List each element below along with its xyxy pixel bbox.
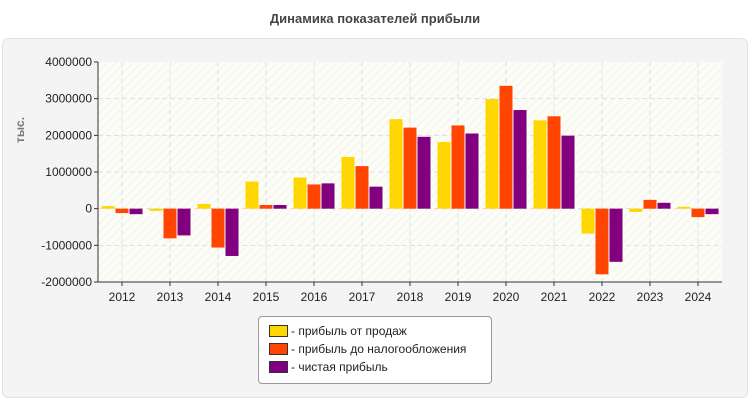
- bar-2017-series-2: [355, 166, 369, 209]
- bar-2012-series-1: [101, 206, 115, 209]
- x-tick-label: 2017: [349, 290, 376, 304]
- bar-2017-series-1: [341, 156, 355, 209]
- y-tick-label: 1000000: [45, 165, 92, 179]
- bar-2024-series-2: [691, 208, 705, 218]
- bar-2022-series-1: [581, 208, 595, 234]
- bar-2014-series-1: [197, 203, 211, 209]
- x-tick-label: 2019: [445, 290, 472, 304]
- bar-2019-series-2: [451, 125, 465, 209]
- legend-label: - прибыль от продаж: [291, 324, 407, 338]
- bar-2016-series-3: [321, 183, 335, 209]
- bar-2015-series-3: [273, 205, 287, 209]
- y-tick-label: -1000000: [41, 238, 92, 252]
- y-tick-label: 4000000: [45, 55, 92, 69]
- bar-2023-series-1: [629, 208, 643, 212]
- x-tick-label: 2021: [541, 290, 568, 304]
- y-tick-label: 0: [85, 202, 92, 216]
- x-tick-label: 2022: [589, 290, 616, 304]
- bar-2022-series-3: [609, 208, 623, 262]
- x-tick-label: 2013: [157, 290, 184, 304]
- legend: - прибыль от продаж - прибыль до налогоо…: [258, 316, 492, 384]
- bar-2018-series-3: [417, 136, 431, 209]
- bar-2019-series-1: [437, 141, 451, 209]
- bar-2015-series-2: [259, 205, 273, 209]
- chart-title: Динамика показателей прибыли: [269, 11, 481, 26]
- bar-2013-series-3: [177, 208, 191, 236]
- bar-2014-series-3: [225, 208, 239, 256]
- bar-2021-series-2: [547, 116, 561, 209]
- bar-2021-series-1: [533, 120, 547, 209]
- bar-2020-series-3: [513, 110, 527, 209]
- y-axis-label: тыс.: [13, 117, 27, 143]
- legend-item-pretax-profit: - прибыль до налогообложения: [269, 342, 466, 356]
- bar-2013-series-2: [163, 208, 177, 239]
- bar-2016-series-1: [293, 177, 307, 209]
- x-tick-label: 2016: [301, 290, 328, 304]
- bar-2012-series-3: [129, 208, 143, 215]
- legend-label: - прибыль до налогообложения: [291, 342, 467, 356]
- bar-2018-series-1: [389, 119, 403, 209]
- bar-2012-series-2: [115, 208, 129, 214]
- legend-item-net-profit: - чистая прибыль: [269, 360, 388, 374]
- bar-2022-series-2: [595, 208, 609, 275]
- bar-2023-series-2: [643, 199, 657, 209]
- bar-2015-series-1: [245, 181, 259, 209]
- bar-2024-series-1: [677, 206, 691, 209]
- x-tick-label: 2020: [493, 290, 520, 304]
- legend-swatch: [269, 325, 288, 337]
- bar-2023-series-3: [657, 202, 671, 209]
- legend-label: - чистая прибыль: [291, 360, 388, 374]
- bar-2017-series-3: [369, 186, 383, 209]
- x-tick-label: 2012: [109, 290, 136, 304]
- x-tick-label: 2015: [253, 290, 280, 304]
- x-tick-label: 2018: [397, 290, 424, 304]
- bar-2019-series-3: [465, 133, 479, 209]
- x-tick-label: 2024: [685, 290, 712, 304]
- legend-swatch: [269, 361, 288, 373]
- bar-2020-series-1: [485, 99, 499, 209]
- y-tick-label: 2000000: [45, 128, 92, 142]
- bar-2013-series-1: [149, 208, 163, 211]
- bar-2018-series-2: [403, 127, 417, 209]
- y-tick-label: -2000000: [41, 275, 92, 289]
- bar-2016-series-2: [307, 184, 321, 209]
- y-tick-label: 3000000: [45, 92, 92, 106]
- x-tick-label: 2023: [637, 290, 664, 304]
- bar-2021-series-3: [561, 135, 575, 209]
- bar-2020-series-2: [499, 85, 513, 209]
- bar-2024-series-3: [705, 208, 719, 215]
- x-tick-label: 2014: [205, 290, 232, 304]
- bar-2014-series-2: [211, 208, 225, 248]
- legend-item-sales-profit: - прибыль от продаж: [269, 324, 407, 338]
- legend-swatch: [269, 343, 288, 355]
